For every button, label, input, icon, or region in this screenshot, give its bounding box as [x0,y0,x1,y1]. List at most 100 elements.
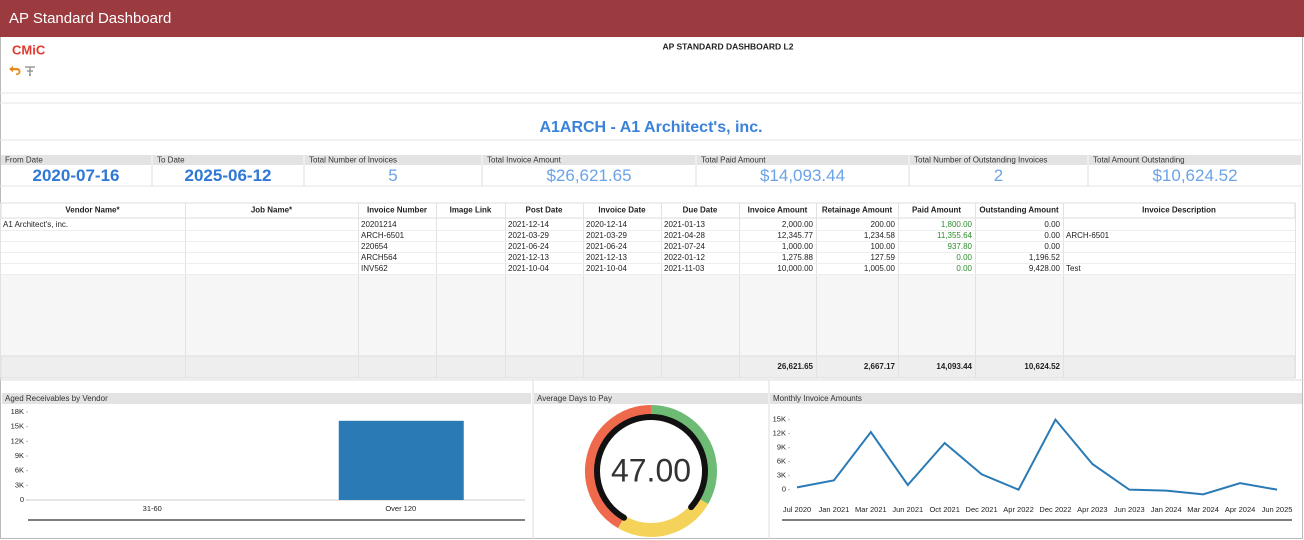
table-cell: 127.59 [871,253,896,262]
chart-title: Average Days to Pay [537,394,612,403]
column-header: Image Link [450,206,492,215]
chart-title-band [770,393,1302,404]
table-cell: 2021-06-24 [586,242,627,251]
table-cell: 2,000.00 [782,220,814,229]
summary-value: $14,093.44 [760,166,845,185]
summary-label-band [910,155,1087,165]
table-cell: 1,234.58 [864,231,896,240]
table-cell: 9,428.00 [1029,264,1061,273]
summary-value: 2 [994,166,1003,185]
column-header: Job Name* [251,206,293,215]
table-cell: 0.00 [956,253,972,262]
table-cell: INV562 [361,264,388,273]
gauge-band [650,405,717,504]
y-tick-label: 3K [777,471,786,480]
table-cell: 2020-12-14 [586,220,627,229]
header-bar [0,0,1304,37]
gauge-value-arc [594,414,708,521]
summary-value: $26,621.65 [546,166,631,185]
x-tick-label: 31-60 [143,504,162,513]
column-header: Retainage Amount [822,206,893,215]
summary-label: Total Invoice Amount [487,156,562,165]
x-tick-label: Apr 2024 [1225,505,1255,514]
column-header: Invoice Amount [748,206,808,215]
table-cell: 2021-03-29 [586,231,627,240]
y-tick-label: 9K [777,443,786,452]
summary-value: 2025-06-12 [185,166,272,185]
table-cell: A1 Architect's, inc. [3,220,68,229]
y-tick-label: 3K [15,480,24,489]
table-cell: 12,345.77 [777,231,813,240]
summary-label-band [1,155,151,165]
table-cell: Test [1066,264,1081,273]
table-cell: 2021-12-14 [508,220,549,229]
table-cell: 2021-10-04 [508,264,549,273]
table-cell: 937.80 [948,242,973,251]
line [796,417,1278,496]
y-tick-label: 6K [15,466,24,475]
table-cell: 2021-11-03 [664,264,705,273]
chart-title: Monthly Invoice Amounts [773,394,862,403]
report-title: AP STANDARD DASHBOARD L2 [663,41,794,51]
table-cell: 2021-03-29 [508,231,549,240]
table-cell: 20201214 [361,220,397,229]
table-cell: 2021-12-13 [586,253,627,262]
y-tick-label: 15K [773,415,786,424]
table-cell: 2022-01-12 [664,253,705,262]
x-tick-label: Jun 2025 [1262,505,1293,514]
table-cell: 1,000.00 [782,242,814,251]
table-cell: 0.00 [1044,242,1060,251]
table-cell: 0.00 [1044,231,1060,240]
x-tick-label: Jan 2024 [1151,505,1182,514]
summary-label: Total Number of Invoices [309,156,397,165]
y-tick-label: 12K [11,436,24,445]
column-header: Post Date [526,206,563,215]
x-tick-label: Oct 2021 [929,505,959,514]
table-cell: 0.00 [1044,220,1060,229]
app-title: AP Standard Dashboard [9,10,171,27]
summary-label-band [153,155,303,165]
gauge-band [618,496,709,537]
chart-title-band [2,393,531,404]
y-tick-label: 15K [11,422,24,431]
table-cell: 11,355.64 [937,231,973,240]
x-tick-label: Dec 2022 [1039,505,1071,514]
column-header: Vendor Name* [65,206,120,215]
summary-label: Total Paid Amount [701,156,766,165]
vendor-title: A1ARCH - A1 Architect's, inc. [539,119,762,136]
table-header-band [0,202,1296,219]
y-tick-label: 0 [782,485,786,494]
table-cell: 220654 [361,242,388,251]
x-tick-label: Jun 2023 [1114,505,1145,514]
table-cell: 2021-04-28 [664,231,705,240]
table-cell: 2021-01-13 [664,220,705,229]
table-cell: ARCH564 [361,253,398,262]
x-tick-label: Jul 2020 [783,505,811,514]
x-tick-label: Jan 2021 [818,505,849,514]
undo-icon[interactable] [9,66,21,75]
y-tick-label: 6K [777,457,786,466]
x-tick-label: Apr 2022 [1003,505,1033,514]
summary-label: Total Number of Outstanding Invoices [914,156,1047,165]
logo: CMiC [12,42,46,57]
table-total: 14,093.44 [936,362,972,371]
table-cell: ARCH-6501 [1066,231,1110,240]
summary-label-band [697,155,908,165]
x-tick-label: Mar 2024 [1187,505,1219,514]
summary-value: $10,624.52 [1152,166,1237,185]
table-cell: 0.00 [956,264,972,273]
table-empty-area [1,275,1295,356]
summary-label-band [1089,155,1301,165]
chart-title: Aged Receivables by Vendor [5,394,108,403]
summary-label: Total Amount Outstanding [1093,156,1185,165]
column-header: Invoice Description [1142,206,1216,215]
table-total: 10,624.52 [1024,362,1060,371]
table-cell: 2021-07-24 [664,242,705,251]
table-cell: 2021-12-13 [508,253,549,262]
column-header: Outstanding Amount [979,206,1059,215]
summary-label: From Date [5,156,43,165]
filter-icon[interactable] [25,66,35,76]
chart-title-band [534,393,768,404]
